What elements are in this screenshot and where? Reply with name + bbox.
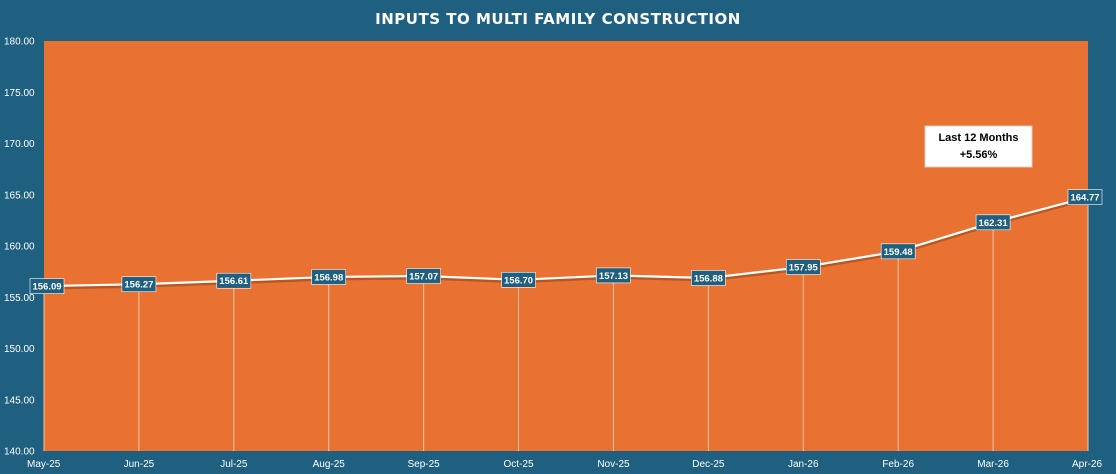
data-label-text: 162.31: [979, 218, 1009, 229]
data-label-box: [596, 267, 631, 284]
data-label: 156.98: [311, 269, 347, 285]
data-label-text: 156.98: [314, 272, 343, 283]
data-label-text: 156.61: [219, 276, 249, 287]
data-label-text: 156.88: [694, 273, 723, 284]
x-tick-label: Nov-25: [597, 459, 630, 470]
x-axis: May-25 Jun-25 Jul-25 Aug-25 Sep-25 Oct-25 Nov-…: [27, 459, 1102, 470]
data-label-box: [880, 243, 916, 260]
data-label: 162.31: [975, 214, 1011, 231]
y-tick-label: 140.00: [4, 447, 35, 458]
y-tick-label: 155.00: [4, 293, 35, 304]
data-label: 156.61: [216, 272, 252, 289]
data-label-box: [975, 214, 1011, 231]
x-tick-label: Apr-26: [1072, 459, 1102, 470]
data-label-box: [785, 259, 821, 275]
x-tick-label: Oct-25: [504, 459, 534, 470]
y-tick-label: 175.00: [4, 88, 35, 99]
data-label: 156.09: [29, 278, 65, 294]
data-label-text: 156.09: [32, 282, 61, 293]
x-tick-label: Aug-25: [313, 459, 346, 470]
plot-area: [44, 41, 1088, 451]
data-label-text: 157.95: [789, 263, 819, 274]
data-label-box: [691, 270, 726, 286]
drop-lines: [43, 197, 1089, 451]
data-label-box: [216, 272, 252, 289]
data-label-box: [121, 276, 157, 293]
data-label: 164.77: [1067, 189, 1103, 205]
y-axis: 140.00 145.00 150.00 155.00 160.00 165.00 170.…: [4, 37, 35, 458]
data-label: 157.95: [785, 259, 821, 275]
x-tick-label: Mar-26: [977, 459, 1009, 470]
data-label-box: [501, 272, 536, 288]
data-label-box: [311, 269, 347, 285]
data-label: 159.48: [880, 243, 916, 260]
data-label-text: 156.70: [504, 275, 533, 286]
annotation-box: Last 12 Months +5.56%: [924, 125, 1033, 168]
x-tick-label: Sep-25: [408, 459, 441, 470]
data-label-box: [406, 268, 441, 284]
y-tick-label: 165.00: [4, 190, 35, 201]
annotation-line-2: +5.56%: [960, 149, 998, 161]
data-label: 156.70: [501, 272, 536, 288]
data-label-text: 159.48: [884, 247, 913, 258]
data-label-text: 157.13: [599, 271, 628, 282]
data-label-text: 156.27: [124, 280, 153, 291]
x-tick-label: Jan-26: [788, 459, 819, 470]
data-label-text: 164.77: [1070, 193, 1099, 204]
x-tick-label: May-25: [27, 459, 61, 470]
data-label: 156.88: [691, 270, 726, 286]
y-tick-label: 180.00: [4, 37, 35, 48]
data-labels: 156.09 156.27 156.61 156.98 157.07 156.70 157.…: [29, 189, 1103, 294]
annotation-rect: [924, 125, 1033, 168]
y-tick-label: 145.00: [4, 395, 35, 406]
data-label: 157.13: [596, 267, 631, 284]
data-label: 157.07: [406, 268, 441, 284]
chart-title: INPUTS TO MULTI FAMILY CONSTRUCTION: [375, 10, 741, 28]
data-label-box: [29, 278, 65, 294]
annotation-line-1: Last 12 Months: [938, 132, 1018, 144]
y-tick-label: 150.00: [4, 344, 35, 355]
x-tick-label: Feb-26: [882, 459, 914, 470]
x-tick-label: Jun-25: [124, 459, 155, 470]
x-tick-label: Jul-25: [220, 459, 248, 470]
x-tick-label: Dec-25: [692, 459, 725, 470]
y-tick-label: 170.00: [4, 139, 35, 150]
y-tick-label: 160.00: [4, 242, 35, 253]
data-label-text: 157.07: [409, 272, 438, 283]
data-label-box: [1067, 189, 1103, 205]
data-label: 156.27: [121, 276, 157, 293]
